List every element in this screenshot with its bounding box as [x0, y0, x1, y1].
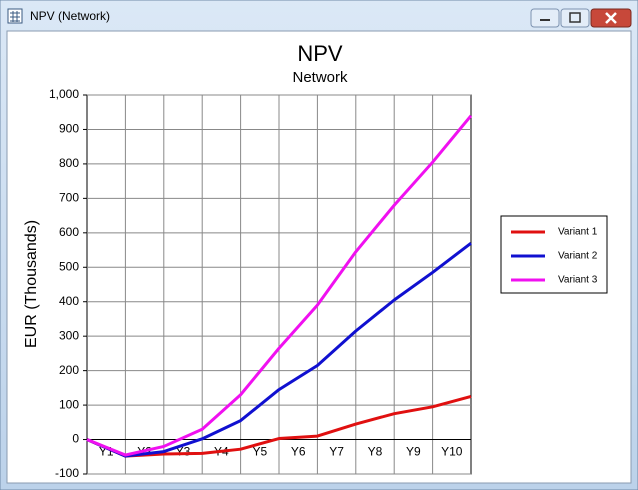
y-tick-label: 200: [59, 363, 79, 377]
chart-title: NPV: [297, 41, 343, 66]
series-line: [86, 241, 472, 458]
y-tick-label: 1,000: [49, 87, 79, 101]
y-tick-label: 600: [59, 225, 79, 239]
y-tick-label: 500: [59, 259, 79, 273]
window-icon-grid: [10, 11, 20, 22]
series-line: [86, 114, 473, 457]
y-tick-label: 0: [72, 432, 79, 446]
x-tick-label: Y8: [368, 445, 383, 459]
x-tick-label: Y6: [291, 445, 306, 459]
maximize-icon: [569, 12, 581, 23]
x-tick-label: Y10: [441, 445, 463, 459]
maximize-button[interactable]: [560, 8, 590, 28]
x-tick-label: Y5: [252, 445, 267, 459]
legend-label: Variant 3: [558, 275, 598, 286]
legend-label: Variant 1: [558, 227, 598, 238]
y-tick-label: 100: [59, 397, 79, 411]
y-tick-label: 700: [59, 191, 79, 205]
x-tick-label: Y7: [329, 445, 344, 459]
x-tick-label: Y9: [406, 445, 421, 459]
chart-subtitle: Network: [292, 69, 348, 86]
close-icon: [605, 12, 617, 24]
window-title: NPV (Network): [30, 9, 110, 23]
legend-label: Variant 2: [558, 251, 598, 262]
y-tick-label: 300: [59, 328, 79, 342]
y-tick-label: 400: [59, 294, 79, 308]
y-tick-label: -100: [55, 466, 79, 480]
minimize-button[interactable]: [530, 8, 560, 28]
y-axis-label: EUR (Thousands): [23, 220, 40, 348]
minimize-icon: [540, 19, 550, 21]
y-tick-label: 900: [59, 122, 79, 136]
series-line: [86, 395, 472, 458]
y-tick-label: 800: [59, 156, 79, 170]
